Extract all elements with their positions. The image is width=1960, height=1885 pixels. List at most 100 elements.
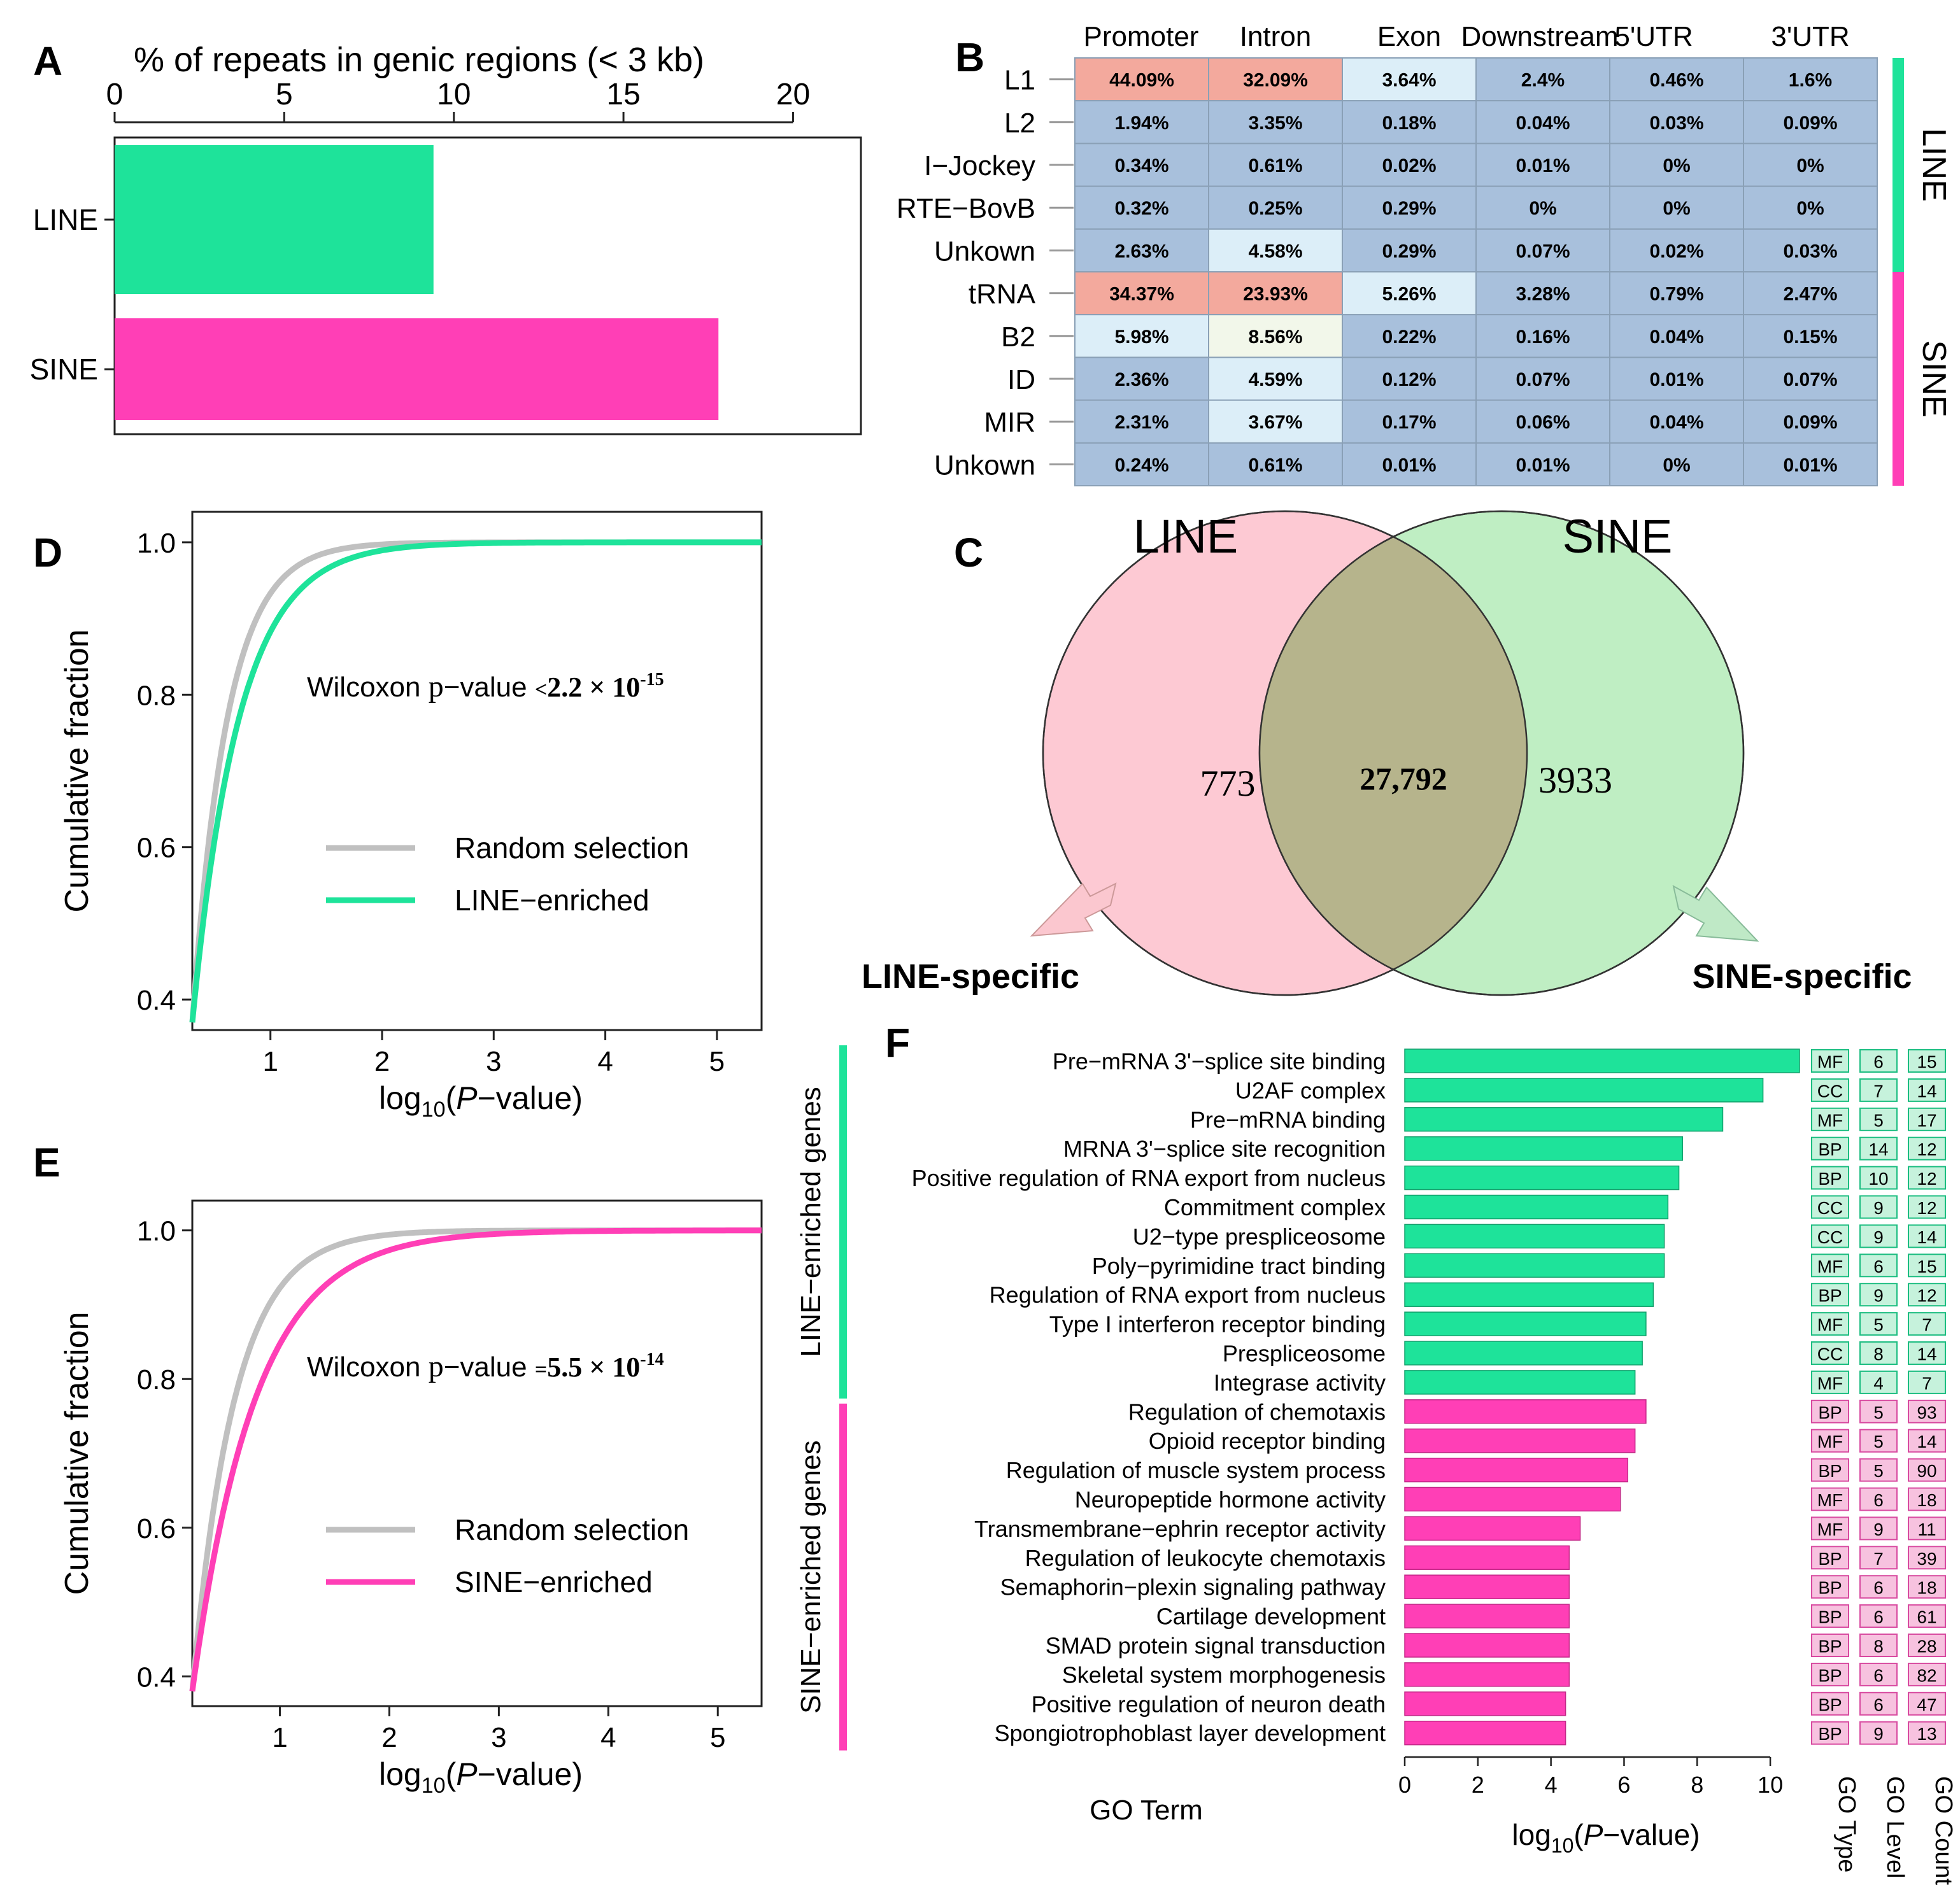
panel-b-cell-value: 0.09%	[1783, 113, 1837, 134]
panel-f-bar	[1404, 1048, 1800, 1073]
panel-a-bar-line	[115, 145, 434, 294]
panel-c-arrow-label: SINE-specific	[1692, 957, 1912, 996]
panel-f-term-label: SMAD protein signal transduction	[1046, 1633, 1386, 1659]
panel-f-table-cell	[1859, 1721, 1898, 1745]
panel-f-term-label: Cartilage development	[1156, 1604, 1386, 1630]
cdf-x-axis-label: log10(P−value)	[379, 1080, 583, 1122]
panel-f-table-value: 7	[1873, 1549, 1884, 1569]
panel-b-cell-value: 3.35%	[1248, 113, 1302, 134]
panel-f-xtick-label: 4	[1545, 1772, 1558, 1798]
panel-f-table-cell	[1811, 1399, 1849, 1423]
panel-b-cell-value: 3.28%	[1516, 284, 1570, 305]
panel-c-arrow-label: LINE-specific	[862, 957, 1079, 996]
panel-b-cell-value: 3.64%	[1382, 70, 1436, 91]
panel-b-cell	[1342, 357, 1477, 401]
panel-b-cell	[1475, 100, 1610, 145]
cdf-x-axis-label: log10(P−value)	[379, 1756, 583, 1798]
panel-f-term-label: U2AF complex	[1235, 1077, 1386, 1103]
panel-f-term-label: Pre−mRNA 3'−splice site binding	[1053, 1048, 1386, 1075]
panel-f-table-value: MF	[1817, 1373, 1843, 1393]
panel-f-table-value: MF	[1817, 1257, 1843, 1276]
panel-b-row-label: L1	[1004, 65, 1035, 96]
panel-f-bar	[1404, 1604, 1570, 1628]
panel-b-cell-value: 0.61%	[1248, 455, 1302, 476]
panel-f-table-value: 39	[1917, 1549, 1936, 1569]
panel-b-cell-value: 0%	[1663, 198, 1690, 219]
panel-b-cell-value: 0%	[1663, 155, 1690, 176]
panel-b-cell-value: 0.61%	[1248, 155, 1302, 176]
cdf-wilcoxon-annotation: Wilcoxon p−value <2.2 × 10-15	[307, 670, 664, 703]
panel-b-cell-value: 0.29%	[1382, 198, 1436, 219]
panel-b-cell-value: 0.06%	[1516, 412, 1570, 433]
panel-f-table-cell	[1811, 1575, 1849, 1599]
panel-f-table-cell	[1908, 1721, 1946, 1745]
panel-b-cell	[1208, 271, 1343, 316]
panel-f-bar	[1404, 1136, 1684, 1161]
panel-f-table-value: 6	[1873, 1578, 1884, 1598]
panel-b-cell-value: 0.01%	[1382, 455, 1436, 476]
panel-f-table-value: MF	[1817, 1490, 1843, 1510]
panel-f-table-value: BP	[1818, 1140, 1842, 1159]
panel-b-cell	[1743, 357, 1878, 401]
panel-f-table-value: 13	[1917, 1724, 1936, 1744]
panel-f-table-cell	[1811, 1487, 1849, 1511]
panel-f-table-value: 15	[1917, 1052, 1936, 1072]
cdf-xtick-label: 5	[710, 1722, 725, 1753]
panel-b-row-label: B2	[1001, 321, 1035, 353]
panel-b-cell-value: 3.67%	[1248, 412, 1302, 433]
panel-b-cell-value: 4.59%	[1248, 369, 1302, 390]
panel-f-table-cell	[1908, 1604, 1946, 1628]
panel-b-cell-value: 0.46%	[1649, 70, 1703, 91]
panel-b-cell	[1208, 228, 1343, 272]
cdf-y-axis-label: Cumulative fraction	[59, 629, 96, 912]
panel-f-table-value: CC	[1817, 1345, 1843, 1364]
panel-f-table-value: MF	[1817, 1110, 1843, 1130]
panel-f-table-value: 17	[1917, 1110, 1936, 1130]
panel-c-set-label: SINE	[1563, 510, 1673, 563]
panel-b-cell-value: 0.29%	[1382, 241, 1436, 262]
panel-b-cell	[1475, 57, 1610, 102]
panel-b-row-label: tRNA	[969, 279, 1036, 310]
panel-f-table-value: 6	[1873, 1257, 1884, 1276]
panel-b-cell	[1609, 100, 1744, 145]
panel-f-term-label: Regulation of chemotaxis	[1128, 1399, 1386, 1425]
panel-f-table-cell	[1908, 1662, 1946, 1686]
panel-b-column-header: Downstream	[1461, 21, 1619, 52]
panel-b-cell-value: 0.12%	[1382, 369, 1436, 390]
cdf-ytick-label: 1.0	[137, 1216, 176, 1247]
panel-f-table-cell	[1859, 1136, 1898, 1161]
panel-a-bar-sine	[115, 318, 719, 420]
panel-b-cell	[1475, 442, 1610, 486]
panel-f-table-cell	[1859, 1078, 1898, 1102]
panel-b-row-label: ID	[1007, 364, 1035, 395]
panel-f-table-cell	[1908, 1283, 1946, 1307]
panel-f-table-cell	[1859, 1458, 1898, 1482]
panel-b-cell-value: 2.31%	[1114, 412, 1168, 433]
panel-f-table-cell	[1811, 1078, 1849, 1102]
panel-f-table-cell	[1908, 1136, 1946, 1161]
panel-c-circle-line-outline	[1042, 510, 1528, 996]
panel-f-bar	[1404, 1399, 1647, 1424]
panel-f-table-cell	[1811, 1546, 1849, 1570]
panel-f-table-cell	[1859, 1546, 1898, 1570]
panel-f-table-value: 7	[1873, 1081, 1884, 1101]
panel-f-bar	[1404, 1662, 1570, 1687]
panel-b-cell-value: 0%	[1796, 155, 1824, 176]
panel-f-table-cell	[1859, 1604, 1898, 1628]
panel-f-table-value: 9	[1873, 1286, 1884, 1306]
panel-f-table-cell	[1859, 1224, 1898, 1248]
panel-f-table-value: 6	[1873, 1052, 1884, 1072]
panel-b-cell-value: 8.56%	[1248, 327, 1302, 348]
panel-b-cell-value: 0.32%	[1114, 198, 1168, 219]
panel-f-table-value: 6	[1873, 1665, 1884, 1685]
panel-f-bar	[1404, 1486, 1621, 1512]
panel-f-table-value: 90	[1917, 1461, 1936, 1481]
panel-f-term-label: Prespliceosome	[1223, 1341, 1386, 1367]
panel-f-table-cell	[1908, 1312, 1946, 1336]
panel-f-term-label: Transmembrane−ephrin receptor activity	[974, 1516, 1386, 1542]
panel-f-table-cell	[1908, 1399, 1946, 1423]
panel-f-table-value: CC	[1817, 1198, 1843, 1218]
panel-f-table-value: 12	[1917, 1198, 1936, 1218]
panel-b-cell-value: 0%	[1796, 198, 1824, 219]
